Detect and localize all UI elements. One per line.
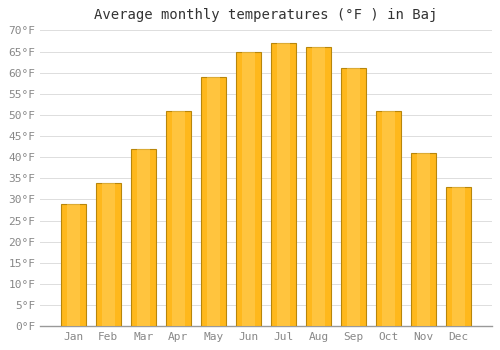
Bar (271, 43, 296, 326)
Bar (67, 204, 80, 326)
Bar (452, 187, 465, 326)
Bar (376, 111, 401, 326)
Bar (60, 204, 86, 326)
Bar (382, 111, 395, 326)
Bar (417, 153, 430, 326)
Bar (207, 77, 220, 326)
Bar (236, 51, 261, 326)
Bar (201, 77, 226, 326)
Bar (277, 43, 289, 326)
Bar (347, 69, 360, 326)
Bar (411, 153, 436, 326)
Bar (312, 47, 325, 326)
Bar (131, 149, 156, 326)
Bar (242, 51, 254, 326)
Bar (172, 111, 184, 326)
Title: Average monthly temperatures (°F ) in Baj: Average monthly temperatures (°F ) in Ba… (94, 8, 438, 22)
Bar (96, 182, 121, 326)
Bar (166, 111, 191, 326)
Bar (102, 182, 115, 326)
Bar (446, 187, 471, 326)
Bar (341, 69, 366, 326)
Bar (137, 149, 149, 326)
Bar (306, 47, 331, 326)
